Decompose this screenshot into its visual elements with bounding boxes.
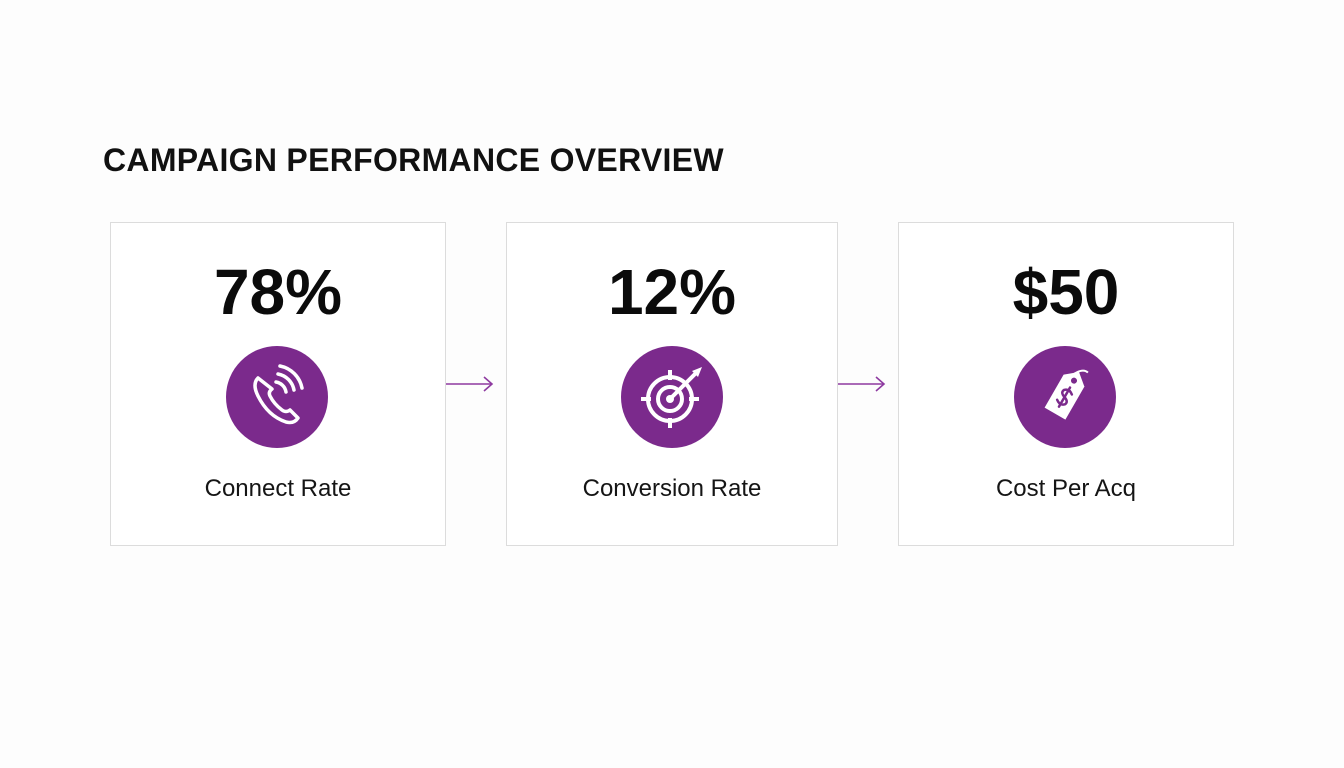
metric-value: $50: [1012, 256, 1120, 328]
metric-value: 78%: [213, 256, 343, 328]
metric-value: 12%: [607, 256, 737, 328]
flow-arrow: [838, 376, 886, 392]
metric-label: Conversion Rate: [582, 475, 762, 502]
page-title: CAMPAIGN PERFORMANCE OVERVIEW: [103, 142, 724, 178]
phone-icon: [226, 346, 328, 448]
flow-arrow: [446, 376, 494, 392]
metric-label: Connect Rate: [204, 475, 352, 502]
price-tag-icon: [1014, 346, 1116, 448]
target-icon: [621, 346, 723, 448]
metric-label: Cost Per Acq: [995, 475, 1137, 502]
